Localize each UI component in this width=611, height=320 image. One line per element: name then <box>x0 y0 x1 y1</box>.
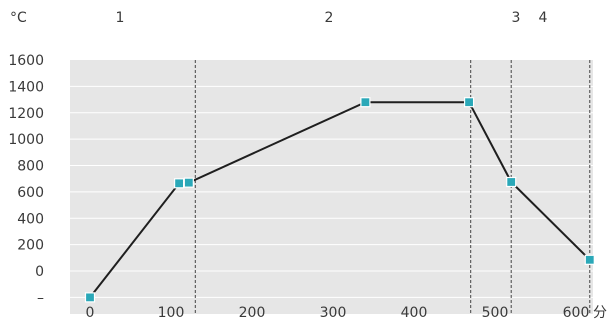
data-point-marker <box>183 177 194 188</box>
x-tick-label: 500 <box>482 305 509 320</box>
x-tick-label: 600 <box>563 305 590 320</box>
phase-label: 3 <box>512 10 521 26</box>
x-tick-label: 300 <box>320 305 347 320</box>
x-axis-ticks: 0 100 200 300 400 500 600 <box>86 305 590 320</box>
data-point-marker <box>463 97 475 108</box>
y-tick-label: 600 <box>17 185 44 201</box>
data-point-marker <box>584 254 595 265</box>
x-tick-label: 400 <box>401 305 428 320</box>
y-tick-label: 1600 <box>8 53 44 69</box>
y-tick-label: 800 <box>17 159 44 175</box>
plot-background <box>70 60 593 314</box>
grid-lines <box>70 85 593 298</box>
data-point-marker <box>360 97 371 108</box>
y-tick-label: 1000 <box>8 132 44 148</box>
y-tick-label: – <box>37 290 44 306</box>
data-point-marker <box>174 178 185 189</box>
y-tick-label: 1400 <box>8 79 44 95</box>
y-tick-label: 1200 <box>8 106 44 122</box>
y-unit-label: °C <box>10 10 27 26</box>
x-unit-label: 分 <box>593 305 607 320</box>
y-tick-label: 0 <box>35 264 44 280</box>
phase-label: 1 <box>116 10 125 26</box>
data-point-marker <box>84 292 96 303</box>
series-layer <box>84 97 595 303</box>
phase-label: 2 <box>325 10 334 26</box>
y-tick-label: 400 <box>17 211 44 227</box>
x-tick-label: 100 <box>158 305 185 320</box>
y-tick-label: 200 <box>17 238 44 254</box>
phase-labels: 1 2 3 4 <box>116 10 548 26</box>
data-point-marker <box>506 176 517 188</box>
y-axis-ticks: – 0 200 400 600 800 1000 1200 1400 1600 <box>8 53 44 306</box>
phase-label: 4 <box>539 10 548 26</box>
x-tick-label: 0 <box>86 305 95 320</box>
x-tick-label: 200 <box>239 305 266 320</box>
